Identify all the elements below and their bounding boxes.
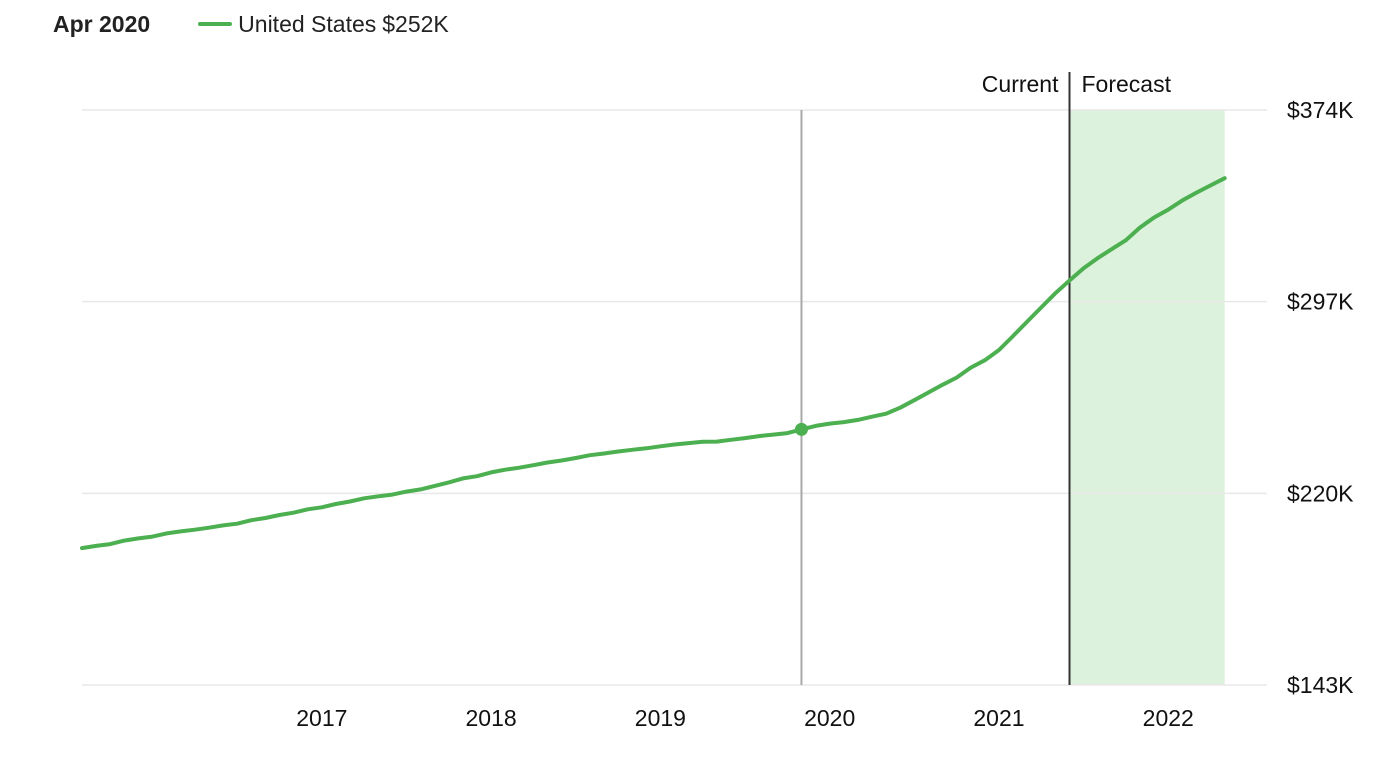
legend-series-name: United States (238, 10, 377, 37)
x-tick-label: 2021 (973, 705, 1024, 731)
x-tick-label: 2020 (804, 705, 855, 731)
chart-legend: Apr 2020 United States $252K (53, 8, 449, 40)
x-tick-label: 2019 (635, 705, 686, 731)
y-tick-label: $143K (1287, 672, 1354, 698)
x-tick-label: 2018 (466, 705, 517, 731)
legend-series-value: $252K (382, 10, 449, 37)
legend-line-swatch (198, 22, 233, 26)
x-tick-label: 2022 (1143, 705, 1194, 731)
hover-point-marker (794, 422, 808, 436)
y-tick-label: $220K (1287, 480, 1354, 506)
hover-date-label: Apr 2020 (53, 10, 151, 37)
series-line-united-states (80, 176, 1227, 551)
y-tick-label: $297K (1287, 289, 1354, 315)
forecast-band (1069, 110, 1225, 685)
forecast-label: Forecast (1082, 71, 1172, 97)
y-tick-label: $374K (1287, 97, 1354, 123)
current-label: Current (982, 71, 1059, 97)
x-tick-label: 2017 (296, 705, 347, 731)
